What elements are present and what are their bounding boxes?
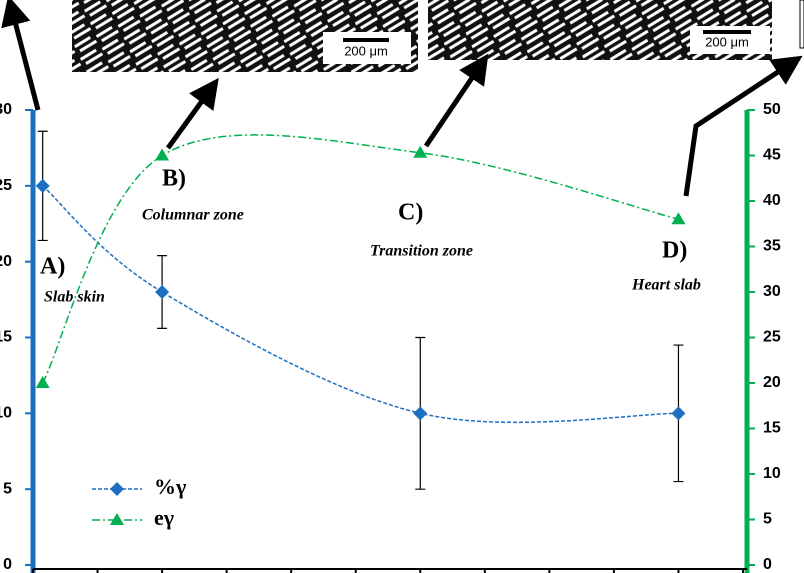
micrograph [799, 0, 804, 49]
legend-label: %γ [154, 474, 186, 499]
arrow [1, 0, 41, 111]
y-tick-label: 5 [3, 480, 12, 497]
y-tick-label: 15 [0, 329, 12, 346]
arrow [423, 53, 489, 148]
point [413, 406, 428, 421]
point [35, 376, 50, 388]
zone-name: Heart slab [631, 277, 701, 294]
y2-tick-label: 10 [763, 465, 781, 482]
scale-label: 200 μm [344, 43, 388, 58]
y-tick-label: 10 [0, 405, 12, 422]
zone-name: Columnar zone [142, 207, 244, 224]
legend-label: eγ [154, 505, 174, 530]
scale-bar-box [323, 32, 411, 64]
point [671, 212, 686, 225]
y2-tick-label: 30 [763, 283, 781, 300]
zone-name: Slab skin [44, 289, 105, 306]
y-tick-label: 25 [0, 177, 12, 194]
legend-marker [110, 482, 124, 496]
y2-tick-label: 20 [763, 374, 781, 391]
point [35, 178, 50, 193]
y2-tick-label: 5 [763, 511, 772, 528]
y2-tick-label: 45 [763, 147, 781, 164]
series-line [42, 185, 679, 424]
y2-tick-label: 0 [763, 556, 772, 573]
y-tick-label: 20 [0, 253, 12, 270]
zone-label: B) [162, 166, 186, 192]
arrow [683, 55, 803, 197]
point [155, 285, 170, 299]
zone-label: A) [40, 254, 65, 280]
y-tick-label: 0 [3, 556, 12, 573]
zone-label: C) [398, 200, 423, 226]
arrow [165, 77, 219, 150]
y2-tick-label: 40 [763, 192, 781, 209]
zone-label: D) [662, 238, 687, 264]
y2-tick-label: 25 [763, 329, 781, 346]
zone-name: Transition zone [370, 243, 473, 260]
y2-tick-label: 50 [763, 101, 781, 118]
point [413, 145, 428, 158]
y2-tick-label: 15 [763, 420, 781, 437]
legend-marker [110, 513, 124, 525]
y-tick-label: 30 [0, 101, 12, 118]
scale-label: 200 μm [705, 34, 749, 49]
point [671, 406, 686, 421]
point [155, 148, 170, 161]
y2-tick-label: 35 [763, 238, 781, 255]
series-line [42, 134, 679, 384]
